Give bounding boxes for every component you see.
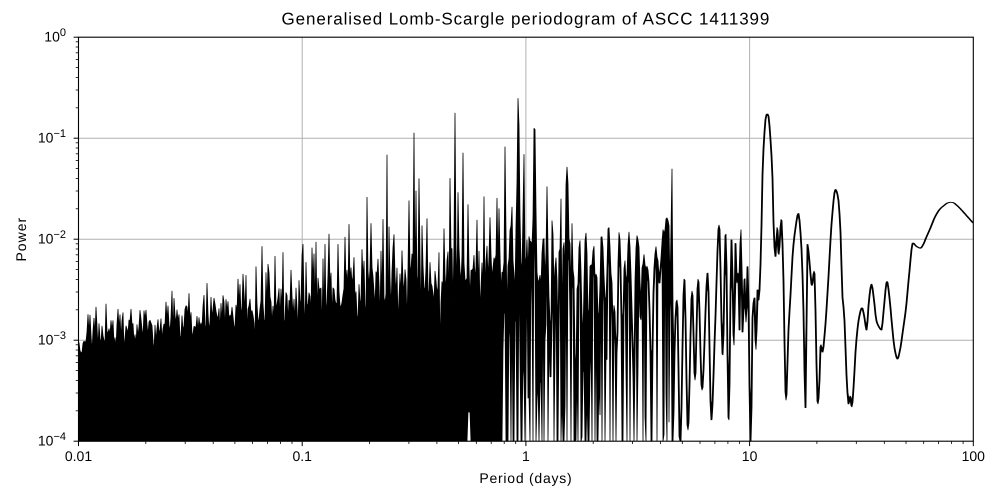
svg-text:Period (days): Period (days): [479, 470, 572, 486]
svg-text:0.1: 0.1: [292, 448, 312, 464]
svg-text:0.01: 0.01: [65, 448, 92, 464]
svg-text:Power: Power: [13, 217, 29, 262]
svg-text:10: 10: [742, 448, 758, 464]
svg-text:1: 1: [522, 448, 530, 464]
svg-text:Generalised Lomb-Scargle perio: Generalised Lomb-Scargle periodogram of …: [282, 9, 771, 28]
svg-text:100: 100: [962, 448, 986, 464]
